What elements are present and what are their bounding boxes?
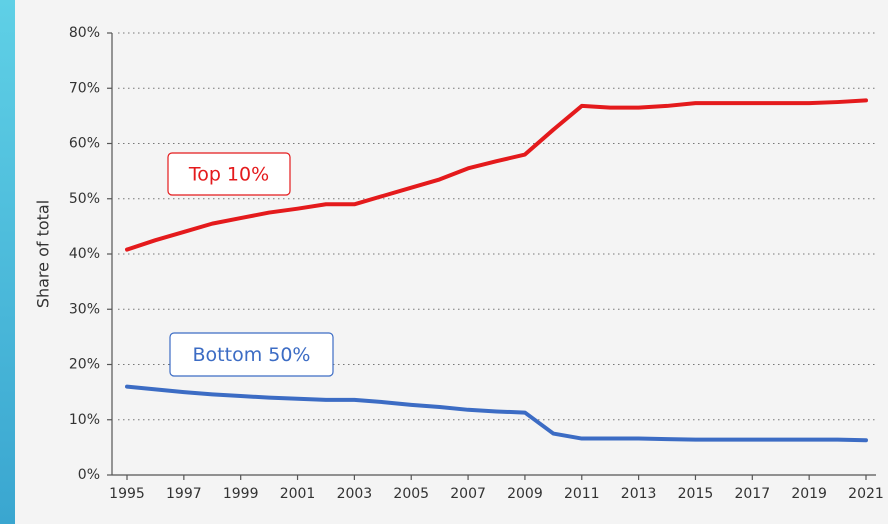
x-tick-label: 2013: [621, 486, 657, 502]
panel: [15, 0, 888, 524]
x-tick-label: 1995: [109, 486, 145, 502]
series-line: [125, 98, 868, 252]
y-tick-label: 20%: [69, 357, 100, 373]
x-tick-label: 2001: [280, 486, 316, 502]
x-tick-label: 2009: [507, 486, 543, 502]
y-tick-label: 30%: [69, 301, 100, 317]
legend-box: [167, 152, 291, 196]
y-tick-label: 40%: [69, 246, 100, 262]
x-tick-label: 2019: [791, 486, 827, 502]
legend-label: Bottom 50%: [193, 344, 311, 366]
y-tick-label: 10%: [69, 412, 100, 428]
y-tick-label: 70%: [69, 80, 100, 96]
y-axis-label: Share of total: [34, 200, 53, 308]
y-tick-label: 60%: [69, 136, 100, 152]
x-tick-label: 2015: [678, 486, 714, 502]
x-tick-label: 2011: [564, 486, 600, 502]
series-line: [125, 384, 868, 443]
x-tick-label: 1997: [166, 486, 202, 502]
x-tick-label: 1999: [223, 486, 259, 502]
legend-label: Top 10%: [188, 164, 269, 186]
x-tick-label: 2003: [337, 486, 373, 502]
y-tick-label: 80%: [69, 25, 100, 41]
y-tick-label: 50%: [69, 191, 100, 207]
x-tick-label: 2017: [734, 486, 770, 502]
x-tick-label: 2021: [848, 486, 884, 502]
y-tick-label: 0%: [78, 467, 100, 483]
x-tick-label: 2005: [393, 486, 429, 502]
x-tick-label: 2007: [450, 486, 486, 502]
legend-box: [169, 332, 334, 377]
